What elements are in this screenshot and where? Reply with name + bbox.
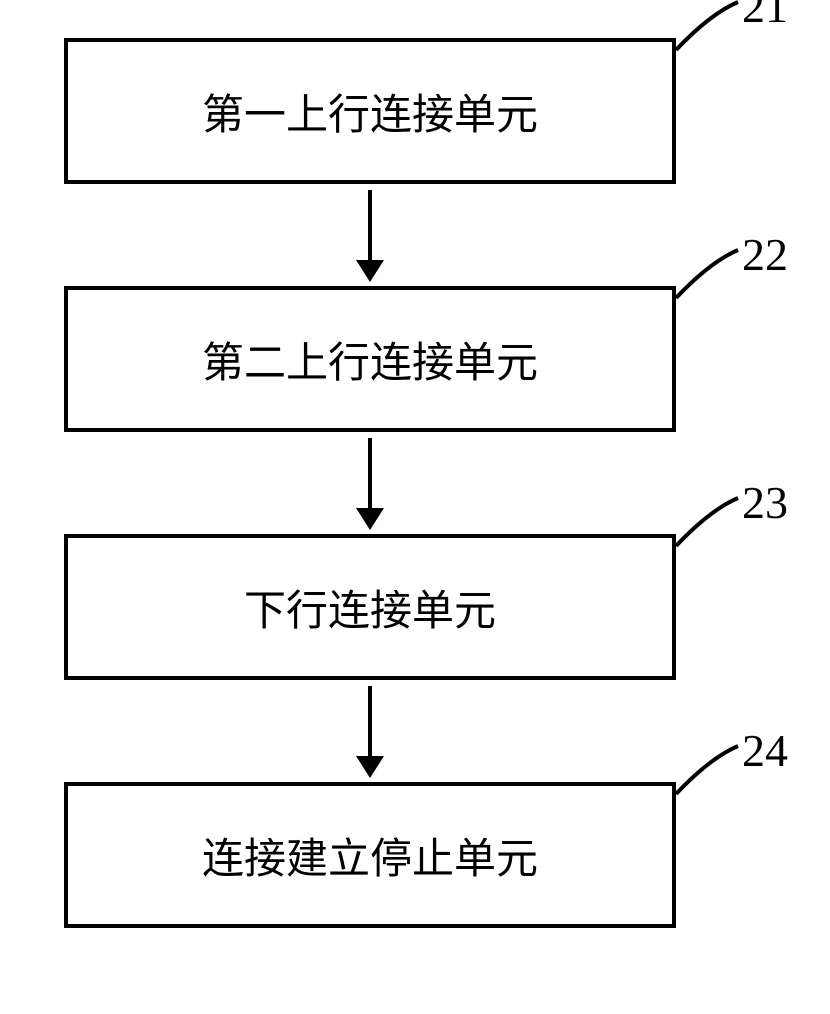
diagram-canvas: 第一上行连接单元21第二上行连接单元22下行连接单元23连接建立停止单元24 xyxy=(0,0,830,1014)
flow-arrow-n3-n4 xyxy=(0,0,830,1014)
